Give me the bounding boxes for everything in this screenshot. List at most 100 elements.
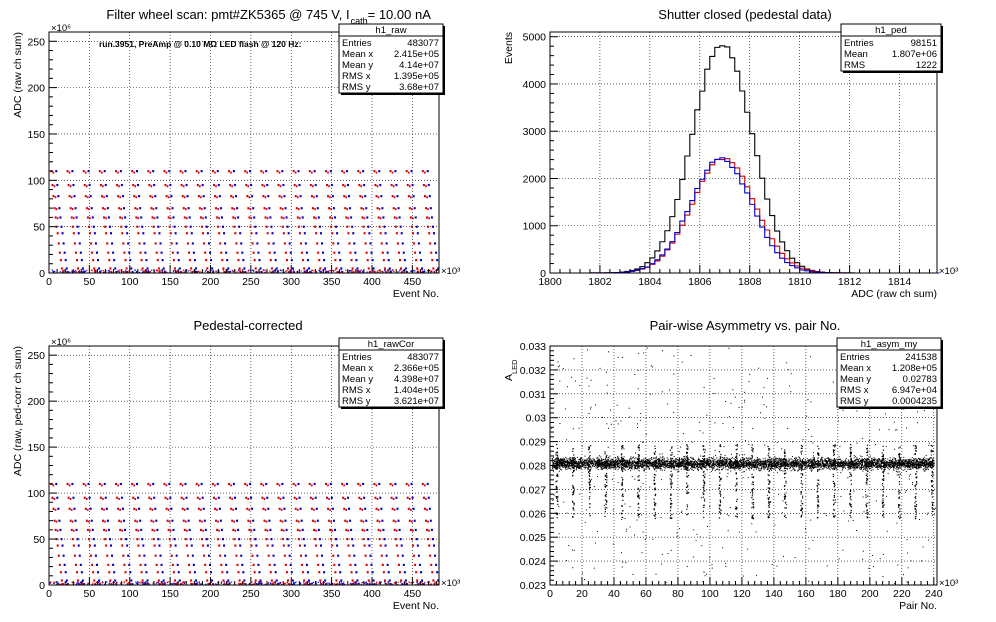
data-point — [618, 461, 620, 463]
data-point — [362, 225, 365, 228]
data-point — [738, 468, 740, 470]
data-point — [861, 456, 863, 458]
data-point — [357, 583, 360, 586]
data-point — [578, 465, 580, 467]
data-point — [292, 271, 295, 274]
data-point — [299, 582, 302, 584]
data-point — [656, 460, 658, 462]
x-tick-label: 1808 — [738, 276, 762, 288]
data-point — [577, 462, 579, 464]
data-point — [305, 583, 307, 585]
data-point — [834, 467, 836, 469]
data-point — [318, 259, 321, 262]
data-point — [402, 269, 404, 272]
data-point — [821, 465, 823, 467]
data-point — [410, 196, 412, 199]
data-point — [230, 171, 232, 174]
data-point — [733, 464, 735, 466]
data-point — [78, 270, 81, 272]
data-point — [326, 183, 329, 187]
data-point — [88, 208, 90, 211]
data-point — [328, 270, 330, 272]
data-point — [770, 463, 772, 465]
data-point — [607, 459, 609, 461]
data-point — [179, 583, 182, 585]
data-point — [77, 579, 80, 582]
data-point — [260, 170, 263, 173]
data-point — [194, 271, 196, 273]
x-tick-label: 1802 — [588, 276, 612, 288]
data-point — [74, 207, 77, 210]
data-point — [592, 459, 594, 461]
data-point — [254, 267, 257, 270]
data-point — [379, 217, 382, 220]
data-point — [848, 461, 850, 463]
data-point — [87, 583, 89, 585]
data-point — [734, 466, 736, 468]
data-point — [72, 544, 75, 547]
data-point — [384, 544, 387, 547]
data-point — [98, 579, 101, 582]
data-point — [394, 520, 397, 523]
data-point — [649, 462, 651, 464]
data-point — [220, 251, 223, 254]
data-point — [153, 271, 156, 274]
data-point — [68, 484, 71, 487]
data-point — [811, 462, 813, 464]
data-point — [380, 195, 383, 198]
data-point — [335, 538, 338, 541]
data-point — [653, 464, 655, 466]
data-point — [780, 458, 782, 460]
data-point — [916, 459, 918, 461]
data-point — [691, 465, 693, 467]
data-point — [715, 469, 717, 471]
data-point — [321, 242, 323, 245]
data-point — [661, 464, 663, 466]
data-point — [429, 270, 431, 272]
data-point — [431, 259, 434, 262]
data-point — [772, 464, 774, 466]
data-point — [93, 267, 96, 270]
data-point — [394, 582, 396, 584]
data-point — [409, 216, 412, 219]
data-point — [794, 469, 796, 471]
data-point — [138, 271, 140, 273]
data-point — [846, 462, 848, 464]
data-point — [435, 251, 438, 254]
data-point — [226, 583, 228, 585]
data-point — [746, 460, 748, 462]
data-point — [76, 538, 79, 541]
data-point — [151, 508, 154, 511]
data-point — [818, 463, 820, 465]
data-point — [278, 195, 281, 198]
data-point — [830, 458, 832, 460]
data-point — [420, 583, 422, 586]
data-point — [250, 183, 253, 187]
data-point — [155, 583, 157, 585]
data-point — [412, 217, 414, 220]
data-point — [327, 507, 330, 510]
data-point — [297, 270, 299, 273]
data-point — [314, 520, 316, 523]
data-point — [226, 581, 228, 583]
data-point — [174, 583, 176, 585]
data-point — [178, 267, 181, 270]
data-point — [122, 554, 125, 557]
y-tick-label: 5000 — [523, 32, 547, 44]
data-point — [615, 458, 617, 460]
data-point — [56, 183, 59, 187]
data-point — [372, 583, 374, 585]
data-point — [290, 571, 293, 574]
data-point — [316, 242, 319, 245]
data-point — [839, 465, 841, 467]
data-point — [303, 270, 305, 272]
data-point — [82, 482, 85, 486]
data-point — [846, 464, 848, 466]
data-point — [111, 554, 114, 557]
data-point — [621, 469, 623, 471]
data-point — [201, 582, 203, 585]
data-point — [249, 225, 252, 228]
data-point — [158, 583, 160, 585]
data-point — [878, 466, 880, 468]
data-point — [81, 581, 84, 583]
